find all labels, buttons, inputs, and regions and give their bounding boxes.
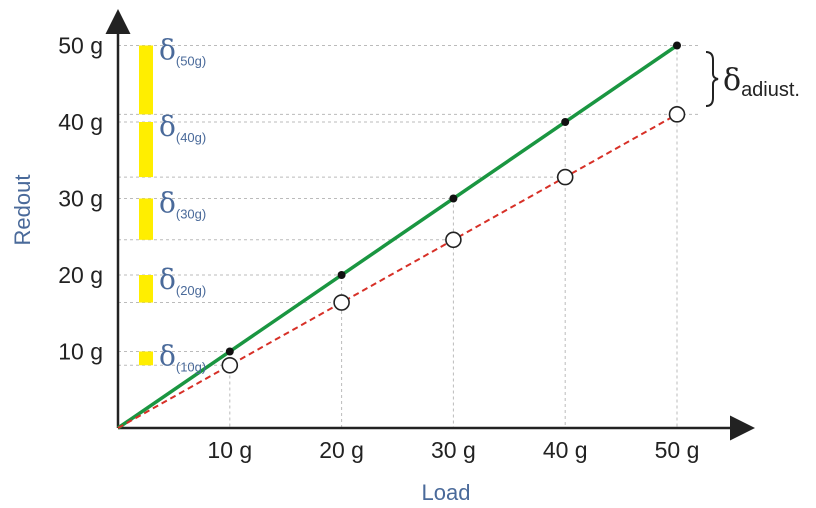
adjust-delta-subscript: adiust. bbox=[741, 79, 800, 101]
deviation-delta-symbol: δ bbox=[159, 340, 176, 373]
series-point-solid bbox=[337, 271, 346, 279]
x-tick-label: 30 g bbox=[431, 437, 476, 463]
y-tick-label: 40 g bbox=[58, 109, 103, 135]
series-lines bbox=[117, 44, 678, 430]
deviation-delta-symbol: δ bbox=[159, 263, 176, 296]
deviation-delta-symbol: δ bbox=[159, 187, 176, 220]
deviation-delta-subscript: (50g) bbox=[176, 54, 206, 69]
series-point-solid bbox=[673, 41, 681, 50]
adjust-bracket: δadiust. bbox=[705, 51, 800, 107]
deviation-label: δ(30g) bbox=[159, 187, 206, 222]
y-tick-label: 30 g bbox=[58, 186, 103, 212]
y-axis-title: Redout bbox=[10, 175, 35, 246]
y-tick-label: 20 g bbox=[58, 262, 103, 288]
deviation-delta-subscript: (20g) bbox=[176, 283, 206, 298]
x-tick-label: 50 g bbox=[655, 437, 700, 463]
series-point-open bbox=[445, 231, 462, 249]
deviation-bar bbox=[139, 122, 153, 178]
y-tick-label: 10 g bbox=[58, 339, 103, 365]
labels: 10 g 20 g 30 g 40 g 50 g 10 g 20 g 30 g 40 g 50 g… bbox=[58, 33, 699, 464]
adjust-delta-symbol: δ bbox=[723, 63, 741, 98]
series-point-open bbox=[333, 294, 350, 311]
deviation-bar bbox=[139, 198, 153, 240]
x-axis-title: Load bbox=[422, 480, 471, 505]
series-point-open bbox=[221, 356, 239, 374]
deviation-label: δ(20g) bbox=[159, 263, 206, 298]
adjust-label: δadiust. bbox=[723, 63, 800, 101]
axes bbox=[105, 9, 755, 441]
series-point-solid bbox=[561, 118, 570, 126]
series-point-solid bbox=[449, 194, 458, 203]
x-tick-label: 40 g bbox=[543, 437, 588, 463]
deviation-bars bbox=[139, 45, 153, 366]
deviation-label: δ(50g) bbox=[159, 34, 206, 69]
x-tick-label: 20 g bbox=[319, 437, 364, 463]
deviation-delta-symbol: δ bbox=[159, 34, 176, 67]
y-tick-label: 50 g bbox=[58, 33, 103, 59]
deviation-delta-subscript: (40g) bbox=[176, 130, 206, 145]
series-point-open bbox=[556, 168, 574, 186]
deviation-label: δ(40g) bbox=[159, 110, 206, 145]
deviation-bar bbox=[139, 45, 153, 115]
grid-lines bbox=[118, 45, 700, 428]
deviation-bar bbox=[139, 275, 153, 303]
deviation-delta-subscript: (30g) bbox=[176, 207, 206, 222]
curly-brace bbox=[705, 51, 719, 107]
series-line-dashed bbox=[117, 113, 678, 429]
series-point-solid bbox=[225, 347, 234, 356]
deviation-delta-subscript: (10g) bbox=[176, 360, 206, 375]
x-tick-label: 10 g bbox=[207, 437, 252, 463]
deviation-label: δ(10g) bbox=[159, 340, 206, 375]
series-line-solid bbox=[117, 44, 678, 430]
series-point-open bbox=[668, 106, 686, 123]
series-markers bbox=[221, 41, 686, 374]
deviation-delta-symbol: δ bbox=[159, 110, 176, 143]
deviation-bar bbox=[139, 351, 153, 366]
